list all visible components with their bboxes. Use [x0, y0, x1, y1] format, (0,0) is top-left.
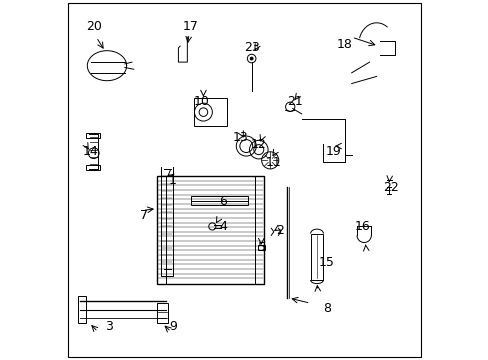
Text: 7: 7: [140, 209, 148, 222]
Text: 23: 23: [244, 41, 259, 54]
Text: 21: 21: [286, 95, 302, 108]
Text: 12: 12: [250, 138, 266, 151]
Bar: [310, 234, 323, 280]
Bar: [85, 165, 100, 170]
Bar: [157, 176, 165, 284]
Text: 19: 19: [325, 145, 341, 158]
Text: 5: 5: [258, 241, 266, 255]
Text: 15: 15: [318, 256, 334, 269]
Text: 14: 14: [83, 145, 99, 158]
Text: 16: 16: [354, 220, 369, 233]
Text: 8: 8: [322, 302, 330, 315]
Text: 22: 22: [382, 181, 398, 194]
Bar: [258, 245, 264, 249]
Text: 4: 4: [219, 220, 226, 233]
Text: 18: 18: [336, 38, 352, 51]
Text: 1: 1: [169, 174, 177, 186]
Circle shape: [250, 57, 253, 60]
Circle shape: [208, 223, 216, 230]
Text: 3: 3: [104, 320, 112, 333]
Text: 11: 11: [264, 156, 281, 168]
Bar: [78, 296, 86, 323]
Bar: [194, 98, 226, 126]
Text: 2: 2: [276, 224, 284, 237]
Bar: [85, 133, 100, 138]
Bar: [255, 176, 264, 284]
Text: 9: 9: [169, 320, 177, 333]
Text: 17: 17: [183, 20, 199, 33]
Text: 10: 10: [193, 95, 209, 108]
Text: 6: 6: [219, 195, 226, 208]
Text: 13: 13: [233, 131, 248, 144]
Bar: [157, 303, 167, 323]
Bar: [190, 196, 247, 205]
Bar: [157, 176, 264, 284]
Text: 20: 20: [86, 20, 102, 33]
